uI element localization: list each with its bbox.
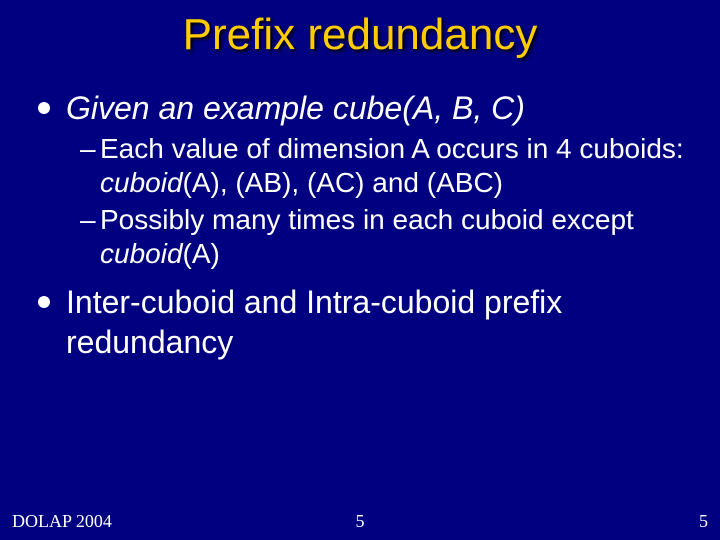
text-run-italic: cuboid (100, 167, 183, 198)
bullet-icon (38, 102, 50, 114)
slide-body: Given an example cube(A, B, C) – Each va… (0, 60, 720, 362)
text-run-italic: cuboid (100, 238, 183, 269)
text-run: (A), (AB), (AC) and (ABC) (183, 167, 503, 198)
sub-bullet-item: – Each value of dimension A occurs in 4 … (30, 132, 690, 199)
text-run: Each value of dimension A occurs in 4 cu… (100, 133, 684, 164)
slide: Prefix redundancy Given an example cube(… (0, 0, 720, 540)
footer-right-page-number: 5 (699, 511, 708, 532)
sub-bullet-item: – Possibly many times in each cuboid exc… (30, 203, 690, 270)
text-run: Possibly many times in each cuboid excep… (100, 204, 634, 235)
slide-title: Prefix redundancy (0, 0, 720, 60)
dash-icon: – (80, 132, 96, 166)
dash-icon: – (80, 203, 96, 237)
bullet-item: Inter-cuboid and Intra-cuboid prefix red… (30, 282, 690, 362)
sub-bullet-text: Each value of dimension A occurs in 4 cu… (100, 133, 684, 198)
sub-bullet-text: Possibly many times in each cuboid excep… (100, 204, 634, 269)
bullet-item: Given an example cube(A, B, C) (30, 88, 690, 128)
text-run: (A) (183, 238, 220, 269)
bullet-icon (38, 296, 50, 308)
footer-center-page-number: 5 (0, 511, 720, 532)
bullet-text: Inter-cuboid and Intra-cuboid prefix red… (66, 284, 562, 360)
bullet-text: Given an example cube(A, B, C) (66, 90, 525, 126)
